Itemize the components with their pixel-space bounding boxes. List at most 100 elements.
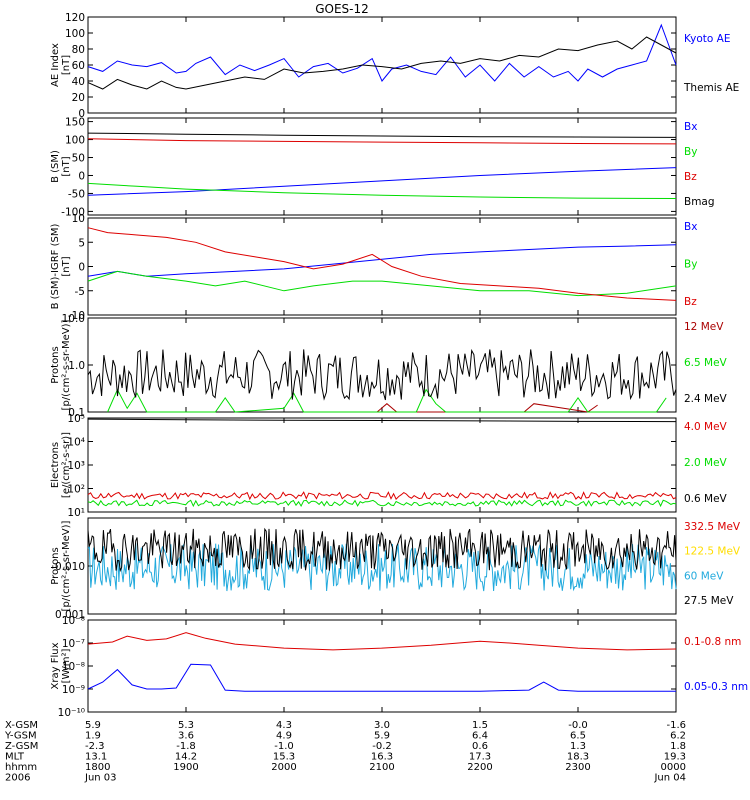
- x-axis-value: 3.0: [374, 720, 390, 731]
- y-tick-label: 5: [78, 237, 85, 249]
- series-line-0-05-0-3-nm: [87, 663, 676, 692]
- series-line-60-mev: [87, 543, 677, 592]
- x-axis-value: 2100: [369, 762, 394, 773]
- y-axis-label: B (SM)-IGRF (SM)[nT]: [50, 224, 72, 310]
- y-tick-label: 10⁴: [67, 437, 85, 449]
- y-tick-label: -100: [61, 206, 85, 218]
- legend-2-0-mev: 2.0 MeV: [684, 457, 728, 469]
- x-axis-value: 1800: [85, 762, 110, 773]
- y-axis-label-line: B (SM)-IGRF (SM): [50, 224, 61, 310]
- y-tick-label: 100: [65, 28, 85, 40]
- x-axis-value: 3.6: [178, 731, 194, 742]
- y-axis-label-line: Protons: [50, 346, 61, 383]
- x-axis-value: 17.3: [469, 752, 491, 763]
- panel-b-sm: 150 100 50 0 -50 -100 B (SM)[nT] Bx By Bz Bmag: [50, 117, 715, 219]
- x-axis-value: 1.9: [85, 731, 101, 742]
- y-axis-label: B (SM)[nT]: [50, 150, 72, 183]
- series-line-bz: [87, 227, 677, 301]
- panel-frame: [87, 217, 677, 316]
- x-axis-value: 6.4: [472, 731, 488, 742]
- series-line-by: [87, 182, 677, 199]
- x-axis-value: 6.5: [570, 731, 586, 742]
- y-axis-label-line: B (SM): [50, 150, 61, 183]
- x-axis-value: 19.3: [664, 752, 686, 763]
- series-line-bz: [87, 138, 677, 145]
- panel-frame: [87, 16, 677, 114]
- legend-6-5-mev: 6.5 MeV: [684, 357, 728, 369]
- y-tick-label: 150: [65, 117, 85, 129]
- y-axis-label: Protons[p/(cm²-s-sr-MeV)]: [50, 319, 72, 410]
- x-axis-value: Jun 03: [84, 773, 117, 784]
- x-axis-value: 2300: [565, 762, 590, 773]
- series-line-6-5-mev: [107, 388, 667, 413]
- legend-bx: Bx: [684, 221, 697, 233]
- x-axis-value: 1900: [173, 762, 198, 773]
- y-tick-label: 0.001: [55, 609, 85, 621]
- x-axis-row-label: MLT: [5, 752, 25, 763]
- y-tick-label: 20: [72, 92, 85, 104]
- series-line-0-6-mev: [87, 418, 677, 423]
- x-axis-value: 5.9: [374, 731, 390, 742]
- panel-xray: 10⁻⁸ 10⁻⁷ 10⁻⁸ 10⁻⁹ 10⁻¹⁰ Xray Flux[W/m²] 0.1-…: [50, 615, 748, 719]
- x-axis-value: 15.3: [273, 752, 295, 763]
- y-tick-label: 10⁻¹⁰: [58, 707, 85, 719]
- legend-60-mev: 60 MeV: [684, 570, 724, 582]
- x-axis-value: 5.9: [85, 720, 101, 731]
- x-axis-value: 1.8: [670, 741, 686, 752]
- x-axis-value: -1.0: [274, 741, 294, 752]
- y-axis-label-line: Electrons: [50, 442, 61, 488]
- x-axis-value: -1.8: [176, 741, 196, 752]
- legend-2-4-mev: 2.4 MeV: [684, 393, 728, 405]
- legend-0-1-0-8-nm: 0.1-0.8 nm: [684, 636, 741, 648]
- series-line-bmag: [87, 132, 677, 138]
- x-axis-value: 0000: [661, 762, 686, 773]
- x-axis-value: Jun 04: [653, 773, 686, 784]
- y-tick-label: 10¹: [67, 507, 85, 519]
- y-tick-label: 1.0: [68, 360, 85, 372]
- y-axis-label-unit: [nT]: [61, 55, 72, 75]
- y-axis-label: Protons[p/(cm²-s-sr-MeV)]: [50, 520, 72, 611]
- legend-332-5-mev: 332.5 MeV: [684, 521, 741, 533]
- y-tick-label: 10²: [67, 484, 85, 496]
- y-tick-label: 10.0: [62, 313, 85, 325]
- x-axis-value: 4.9: [276, 731, 292, 742]
- y-tick-label: 0: [78, 108, 85, 120]
- y-axis-label: AE Index[nT]: [50, 43, 72, 87]
- x-axis-value: 14.2: [175, 752, 197, 763]
- x-axis-value: -0.0: [568, 720, 588, 731]
- y-tick-label: 10⁻⁷: [62, 638, 85, 650]
- series-line-bx: [87, 167, 677, 196]
- y-tick-label: 50: [72, 153, 85, 165]
- legend-by: By: [684, 146, 697, 158]
- legend-0-05-0-3-nm: 0.05-0.3 nm: [684, 681, 748, 693]
- x-axis-value: 18.3: [567, 752, 589, 763]
- x-axis-table: X-GSM 5.9 5.3 4.3 3.0 1.5 -0.0 -1.6 Y-GSM 1.9 3.6 4…: [4, 720, 686, 784]
- y-tick-label: 10³: [67, 460, 85, 472]
- y-tick-label: 0: [78, 170, 85, 182]
- x-axis-row-label: hhmm: [5, 762, 37, 773]
- series-line-0-1-0-8-nm: [87, 632, 677, 651]
- y-tick-label: 10⁵: [67, 413, 85, 425]
- legend-bmag: Bmag: [684, 196, 715, 208]
- x-axis-value: 2000: [271, 762, 296, 773]
- legend-27-5-mev: 27.5 MeV: [684, 595, 734, 607]
- x-axis-value: -0.2: [372, 741, 392, 752]
- y-axis-label-line: AE Index: [50, 43, 61, 87]
- y-tick-label: 10⁻⁸: [62, 615, 85, 627]
- y-tick-label: 10⁻⁹: [62, 684, 85, 696]
- y-axis-label-line: Protons: [50, 547, 61, 584]
- y-tick-label: 100: [65, 135, 85, 147]
- legend-4-0-mev: 4.0 MeV: [684, 421, 728, 433]
- series-line-12-mev: [376, 403, 598, 413]
- y-tick-label: 10: [72, 213, 85, 225]
- y-tick-label: 0.010: [55, 561, 85, 573]
- x-axis-value: -2.3: [85, 741, 105, 752]
- y-tick-label: 0.1: [68, 407, 85, 419]
- y-tick-label: 40: [72, 76, 85, 88]
- panel-ae: 0 20 40 60 80 100 120 AE Index[nT] Kyoto AE Themi…: [50, 12, 739, 120]
- series-line-2-4-mev: [87, 348, 677, 401]
- x-axis-value: 13.1: [85, 752, 107, 763]
